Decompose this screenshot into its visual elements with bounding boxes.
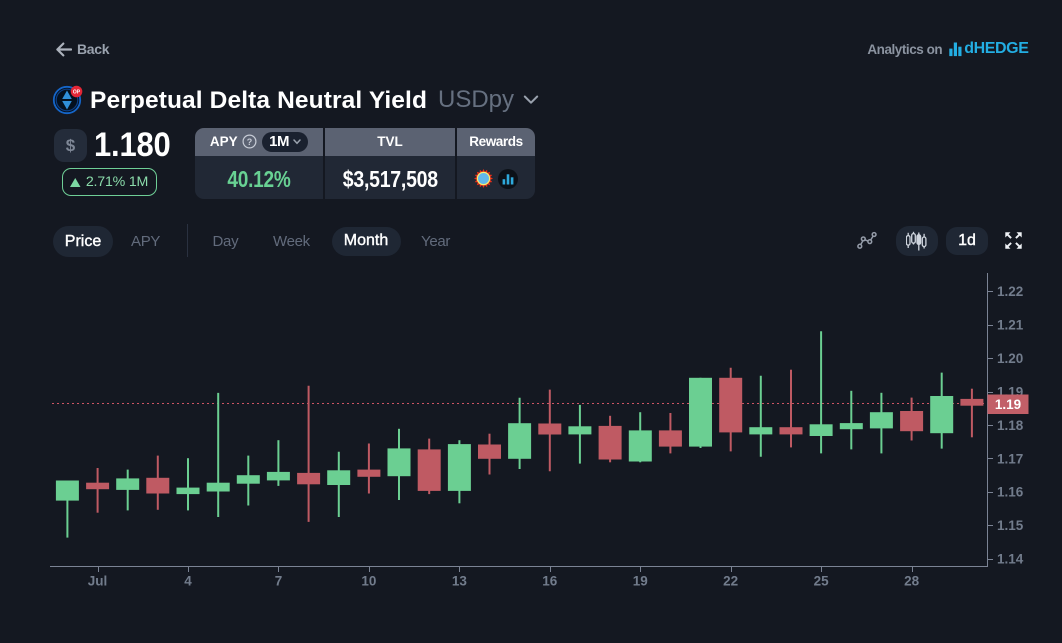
svg-text:7: 7 bbox=[275, 574, 283, 589]
svg-text:1.18: 1.18 bbox=[997, 418, 1024, 433]
svg-text:1.14: 1.14 bbox=[997, 552, 1024, 567]
svg-text:28: 28 bbox=[904, 574, 920, 589]
svg-text:1.21: 1.21 bbox=[997, 318, 1024, 333]
svg-text:10: 10 bbox=[361, 574, 376, 589]
svg-text:13: 13 bbox=[452, 574, 468, 589]
svg-text:19: 19 bbox=[633, 574, 648, 589]
svg-text:OP: OP bbox=[73, 89, 81, 95]
svg-text:1.16: 1.16 bbox=[997, 485, 1024, 500]
svg-text:1.20: 1.20 bbox=[997, 351, 1023, 366]
svg-text:1.15: 1.15 bbox=[997, 518, 1024, 533]
svg-text:1.19: 1.19 bbox=[995, 397, 1021, 412]
svg-text:25: 25 bbox=[814, 574, 830, 589]
svg-text:4: 4 bbox=[184, 574, 192, 589]
svg-text:Jul: Jul bbox=[88, 574, 108, 589]
svg-text:1.22: 1.22 bbox=[997, 284, 1023, 299]
svg-text:?: ? bbox=[246, 137, 252, 147]
svg-text:22: 22 bbox=[723, 574, 738, 589]
svg-text:16: 16 bbox=[542, 574, 558, 589]
svg-text:1.17: 1.17 bbox=[997, 451, 1023, 466]
